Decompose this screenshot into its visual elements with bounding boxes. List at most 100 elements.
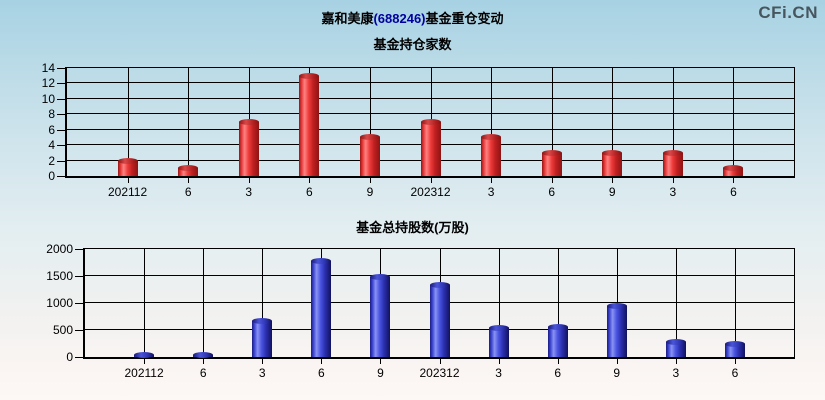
gridline-v — [203, 249, 205, 357]
x-axis-tick — [557, 359, 559, 364]
x-axis-label: 9 — [608, 185, 616, 199]
x-axis-label: 6 — [199, 366, 207, 380]
y-axis-tick — [75, 303, 83, 304]
y-axis-label: 12 — [41, 76, 55, 91]
bar — [193, 352, 214, 358]
x-axis-tick — [734, 359, 736, 364]
x-axis-label: 9 — [613, 366, 621, 380]
bar — [238, 119, 259, 176]
bar — [547, 324, 568, 357]
gridline-v — [127, 68, 129, 176]
gridline-v — [672, 68, 674, 176]
total-shares-chart — [83, 248, 795, 359]
x-axis-tick — [262, 359, 264, 364]
y-axis-tick — [75, 357, 83, 358]
x-axis-label: 6 — [317, 366, 325, 380]
gridline-v — [612, 68, 614, 176]
x-axis-label: 202312 — [410, 185, 451, 199]
bar — [723, 165, 744, 176]
bar — [420, 119, 441, 176]
x-axis-label: 9 — [366, 185, 374, 199]
bar — [724, 340, 745, 357]
x-axis-tick — [733, 178, 735, 183]
y-axis-label: 1500 — [46, 269, 73, 283]
gridline-v — [188, 68, 190, 176]
x-axis-tick — [439, 359, 441, 364]
gridline-v — [675, 249, 677, 357]
y-axis-label: 2 — [48, 153, 55, 168]
x-axis-tick — [430, 178, 432, 183]
y-axis-tick — [57, 160, 65, 162]
y-axis-tick — [57, 83, 65, 85]
x-axis-tick — [309, 178, 311, 183]
x-axis-label: 3 — [487, 185, 495, 199]
x-axis-label: 6 — [730, 185, 737, 199]
x-axis-label: 3 — [258, 366, 266, 380]
x-axis-label: 3 — [669, 185, 677, 199]
x-axis-tick — [675, 359, 677, 364]
y-axis-label: 2000 — [46, 242, 73, 256]
bar — [602, 149, 623, 176]
y-axis-tick — [57, 176, 65, 177]
bar — [370, 274, 391, 357]
y-axis-tick — [57, 98, 65, 100]
x-axis-label: 202112 — [108, 185, 148, 199]
x-axis-label: 9 — [377, 366, 384, 380]
chart-title-fund-holder-count: 基金持仓家数 — [373, 37, 452, 52]
x-axis-label: 3 — [245, 185, 253, 199]
bar — [488, 324, 509, 357]
y-axis-tick — [57, 145, 65, 147]
gridline-v — [551, 68, 553, 176]
y-axis-label: 0 — [48, 169, 55, 183]
x-axis-tick — [380, 359, 382, 364]
y-axis-tick — [75, 330, 83, 331]
x-axis-label: 6 — [548, 185, 555, 199]
bar — [311, 257, 332, 357]
x-axis-tick — [321, 359, 323, 364]
x-axis-label: 6 — [305, 185, 313, 199]
bar — [429, 282, 450, 357]
x-axis-tick — [144, 359, 146, 364]
x-axis-tick — [127, 178, 129, 183]
x-axis-tick — [248, 178, 250, 183]
y-axis-tick — [57, 129, 65, 131]
gridline-v — [734, 249, 736, 357]
x-axis-label: 6 — [731, 366, 739, 380]
bar — [299, 72, 320, 176]
bar — [359, 134, 380, 176]
x-axis-tick — [672, 178, 674, 183]
chart-title-total-shares: 基金总持股数(万股) — [356, 220, 469, 235]
bar — [662, 149, 683, 176]
y-axis-tick — [57, 68, 65, 69]
x-axis-label: 3 — [672, 366, 680, 380]
x-axis-tick — [551, 178, 553, 183]
y-axis-label: 14 — [41, 61, 55, 75]
page-title: 嘉和美康(688246)基金重仓变动 — [0, 8, 825, 27]
gridline-v — [491, 68, 493, 176]
x-axis-label: 202112 — [124, 366, 164, 380]
x-axis-tick — [491, 178, 493, 183]
y-axis-tick — [75, 249, 83, 250]
y-axis-label: 500 — [52, 323, 73, 337]
gridline-v — [616, 249, 618, 357]
gridline-v — [557, 249, 559, 357]
x-axis-label: 202312 — [419, 366, 460, 380]
gridline-v — [144, 249, 146, 357]
bar — [606, 303, 627, 357]
fund-holder-count-chart — [65, 67, 795, 178]
bar — [134, 351, 155, 359]
y-axis-label: 8 — [48, 107, 55, 122]
bar — [481, 134, 502, 176]
page-title-company: 嘉和美康 — [321, 11, 374, 26]
bar — [252, 318, 273, 357]
x-axis-tick — [369, 178, 371, 183]
x-axis-tick — [498, 359, 500, 364]
bar — [117, 157, 138, 176]
page-title-suffix: 基金重仓变动 — [425, 11, 504, 26]
gridline-v — [369, 68, 371, 176]
x-axis-label: 3 — [495, 366, 502, 380]
cfi-logo: CFi.CN — [758, 3, 818, 22]
gridline-v — [733, 68, 735, 176]
x-axis-tick — [203, 359, 205, 364]
